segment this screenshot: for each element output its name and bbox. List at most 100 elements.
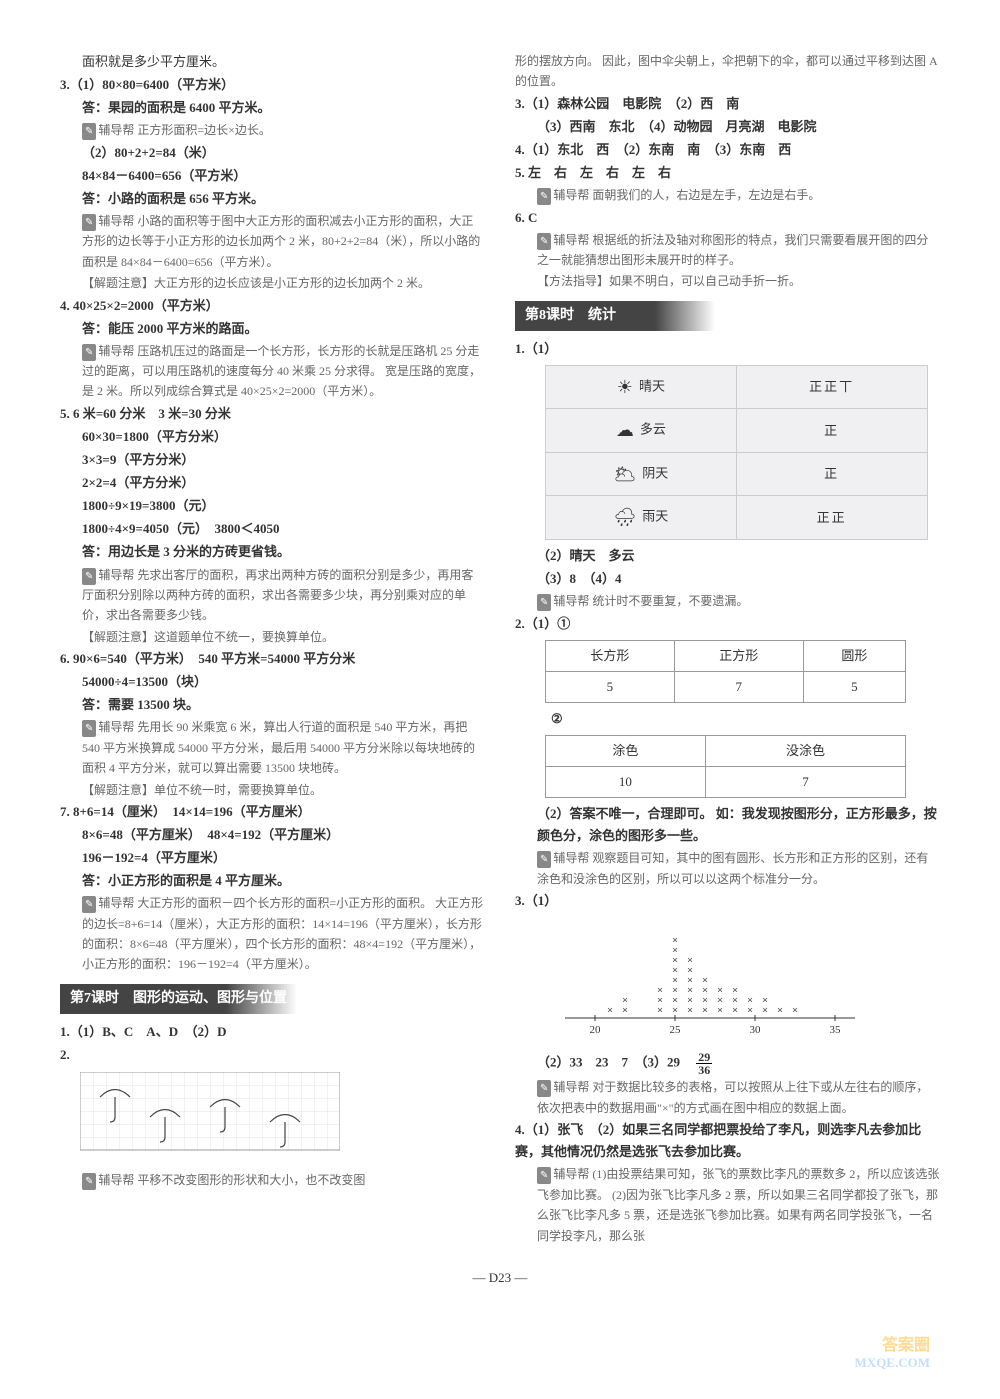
x-distribution-chart: 20 25 30 35 × ×× ××× ×××××××× ×××××× ×××… bbox=[545, 918, 865, 1038]
table-row: ☀晴天 正正丅 bbox=[546, 365, 928, 409]
rain-icon: 🌧 bbox=[613, 502, 636, 533]
q3-line2b: 84×84－6400=656（平方米） bbox=[60, 165, 485, 187]
r-q6-hint: ✎辅导帮 根据纸的折法及轴对称图形的特点，我们只需要看展开图的四分之一就能猜想出… bbox=[515, 230, 940, 271]
svg-text:×: × bbox=[672, 945, 678, 956]
hint-icon: ✎ bbox=[537, 594, 551, 611]
q5-line6: 1800÷4×9=4050（元） 3800＜4050 bbox=[60, 518, 485, 540]
svg-text:×: × bbox=[747, 995, 753, 1006]
hint-icon: ✎ bbox=[537, 1080, 551, 1097]
q5-note: 【解题注意】这道题单位不统一，要换算单位。 bbox=[60, 627, 485, 647]
q4-line1: 4. 40×25×2=2000（平方米） bbox=[60, 295, 485, 317]
right-column: 形的摆放方向。 因此，图中伞尖朝上，伞把朝下的伞，都可以通过平移到达图 A 的位… bbox=[515, 50, 940, 1247]
overcast-icon: 🌥 bbox=[613, 459, 636, 490]
svg-text:×: × bbox=[687, 1005, 693, 1016]
svg-text:×: × bbox=[687, 955, 693, 966]
q6-line2: 54000÷4=13500（块） bbox=[60, 671, 485, 693]
hint-icon: ✎ bbox=[82, 720, 96, 737]
svg-text:×: × bbox=[657, 1005, 663, 1016]
hint-icon: ✎ bbox=[82, 123, 96, 140]
svg-text:×: × bbox=[672, 985, 678, 996]
svg-text:×: × bbox=[657, 985, 663, 996]
r-q3-1: 3.（1）森林公园 电影院 （2）西 南 bbox=[515, 93, 940, 115]
svg-text:×: × bbox=[732, 1005, 738, 1016]
hint-icon: ✎ bbox=[537, 233, 551, 250]
q6-answer: 答：需要 13500 块。 bbox=[60, 694, 485, 716]
shape-table-1: 长方形 正方形 圆形 5 7 5 bbox=[545, 640, 906, 703]
intro-text: 面积就是多少平方厘米。 bbox=[60, 51, 485, 73]
q3-answer1: 答：果园的面积是 6400 平方米。 bbox=[60, 97, 485, 119]
svg-text:×: × bbox=[687, 995, 693, 1006]
q5-hint: ✎辅导帮 先求出客厅的面积，再求出两种方砖的面积分别是多少，再用客厅面积分别除以… bbox=[60, 565, 485, 626]
sun-icon: ☀ bbox=[617, 372, 633, 403]
q6-note: 【解题注意】单位不统一时，需要换算单位。 bbox=[60, 780, 485, 800]
svg-text:×: × bbox=[687, 985, 693, 996]
svg-text:×: × bbox=[607, 1005, 613, 1016]
svg-text:×: × bbox=[702, 975, 708, 986]
hint-icon: ✎ bbox=[82, 568, 96, 585]
r-q3r-hint: ✎辅导帮 对于数据比较多的表格，可以按照从上往下或从左往右的顺序，依次把表中的数… bbox=[515, 1077, 940, 1118]
table-row: 🌥阴天 正 bbox=[546, 452, 928, 496]
r-q6-note: 【方法指导】如果不明白，可以自己动手折一折。 bbox=[515, 271, 940, 291]
q7-line1: 7. 8+6=14（厘米） 14×14=196（平方厘米） bbox=[60, 801, 485, 823]
q7-answer: 答：小正方形的面积是 4 平方厘米。 bbox=[60, 870, 485, 892]
q5-line3: 3×3=9（平方分米） bbox=[60, 449, 485, 471]
q5-answer: 答：用边长是 3 分米的方砖更省钱。 bbox=[60, 541, 485, 563]
table-row: 10 7 bbox=[546, 767, 906, 798]
svg-text:×: × bbox=[747, 1005, 753, 1016]
r-q5-hint: ✎辅导帮 面朝我们的人，右边是左手，左边是右手。 bbox=[515, 185, 940, 205]
q6-line1: 6. 90×6=540（平方米） 540 平方米=54000 平方分米 bbox=[60, 648, 485, 670]
svg-text:×: × bbox=[622, 1005, 628, 1016]
svg-text:35: 35 bbox=[830, 1024, 842, 1036]
q5-line1: 5. 6 米=60 分米 3 米=30 分米 bbox=[60, 403, 485, 425]
svg-text:×: × bbox=[777, 1005, 783, 1016]
q7-hint: ✎辅导帮 大正方形的面积－四个长方形的面积=小正方形的面积。 大正方形的边长=8… bbox=[60, 893, 485, 975]
r-q2-1: 2.（1）① bbox=[515, 613, 940, 635]
svg-text:×: × bbox=[717, 985, 723, 996]
r-q3-2: （3）西南 东北 （4）动物园 月亮湖 电影院 bbox=[515, 116, 940, 138]
s7-hint: ✎辅导帮 平移不改变图形的形状和大小，也不改变图 bbox=[60, 1170, 485, 1190]
r-q2-ans: （2）答案不唯一，合理即可。 如：我发现按图形分，正方形最多，按颜色分，涂色的图… bbox=[515, 803, 940, 847]
page-footer: — D23 — bbox=[60, 1267, 940, 1289]
svg-text:×: × bbox=[717, 1005, 723, 1016]
q5-line2: 60×30=1800（平方分米） bbox=[60, 426, 485, 448]
svg-text:×: × bbox=[762, 995, 768, 1006]
section8-header: 第8课时 统计 bbox=[515, 301, 715, 331]
q3-hint2b: 【解题注意】大正方形的边长应该是小正方形的边长加两个 2 米。 bbox=[60, 273, 485, 293]
hint-icon: ✎ bbox=[82, 214, 96, 231]
q5-line4: 2×2=4（平方分米） bbox=[60, 472, 485, 494]
q5-line5: 1800÷9×19=3800（元） bbox=[60, 495, 485, 517]
hint-icon: ✎ bbox=[537, 1167, 551, 1184]
svg-text:×: × bbox=[687, 965, 693, 976]
r-q4r-hint: ✎辅导帮 (1)由投票结果可知，张飞的票数比李凡的票数多 2，所以应该选张飞参加… bbox=[515, 1164, 940, 1246]
svg-text:×: × bbox=[672, 955, 678, 966]
svg-text:×: × bbox=[672, 1005, 678, 1016]
watermark-2: MXQE.COM bbox=[855, 1352, 930, 1374]
hint-icon: ✎ bbox=[82, 1173, 96, 1190]
svg-text:20: 20 bbox=[590, 1024, 602, 1036]
q6-hint: ✎辅导帮 先用长 90 米乘宽 6 米，算出人行道的面积是 540 平方米，再把… bbox=[60, 717, 485, 778]
r-q4r-1: 4.（1）张飞 （2）如果三名同学都把票投给了李凡，则选李凡去参加比赛，其他情况… bbox=[515, 1119, 940, 1163]
svg-text:×: × bbox=[792, 1005, 798, 1016]
shape-table-2: 涂色 没涂色 10 7 bbox=[545, 735, 906, 798]
table-row: 🌧雨天 正正 bbox=[546, 496, 928, 540]
svg-text:×: × bbox=[622, 995, 628, 1006]
s8-q2: （2）晴天 多云 bbox=[515, 545, 940, 567]
q4-hint: ✎辅导帮 压路机压过的路面是一个长方形，长方形的长就是压路机 25 分走过的距离… bbox=[60, 341, 485, 402]
svg-text:×: × bbox=[732, 995, 738, 1006]
table-row: 涂色 没涂色 bbox=[546, 736, 906, 767]
svg-text:×: × bbox=[672, 965, 678, 976]
s7-q1: 1.（1）B、C A、D （2）D bbox=[60, 1021, 485, 1043]
svg-text:×: × bbox=[762, 1005, 768, 1016]
r-q4-1: 4.（1）东北 西 （2）东南 南 （3）东南 西 bbox=[515, 139, 940, 161]
r-q3r-2: （2）33 23 7 （3）29 29 36 bbox=[515, 1051, 940, 1076]
q3-hint2a: ✎辅导帮 小路的面积等于图中大正方形的面积减去小正方形的面积，大正方形的边长等于… bbox=[60, 211, 485, 272]
svg-text:25: 25 bbox=[670, 1024, 682, 1036]
q3-line2a: （2）80+2+2=84（米） bbox=[60, 142, 485, 164]
table-row: ☁多云 正 bbox=[546, 409, 928, 453]
section7-header: 第7课时 图形的运动、图形与位置 bbox=[60, 984, 297, 1014]
r-q5-1: 5. 左 右 左 右 左 右 bbox=[515, 162, 940, 184]
svg-text:×: × bbox=[732, 985, 738, 996]
table-row: 长方形 正方形 圆形 bbox=[546, 640, 906, 671]
q3-hint1: ✎辅导帮 正方形面积=边长×边长。 bbox=[60, 120, 485, 140]
hint-icon: ✎ bbox=[82, 896, 96, 913]
